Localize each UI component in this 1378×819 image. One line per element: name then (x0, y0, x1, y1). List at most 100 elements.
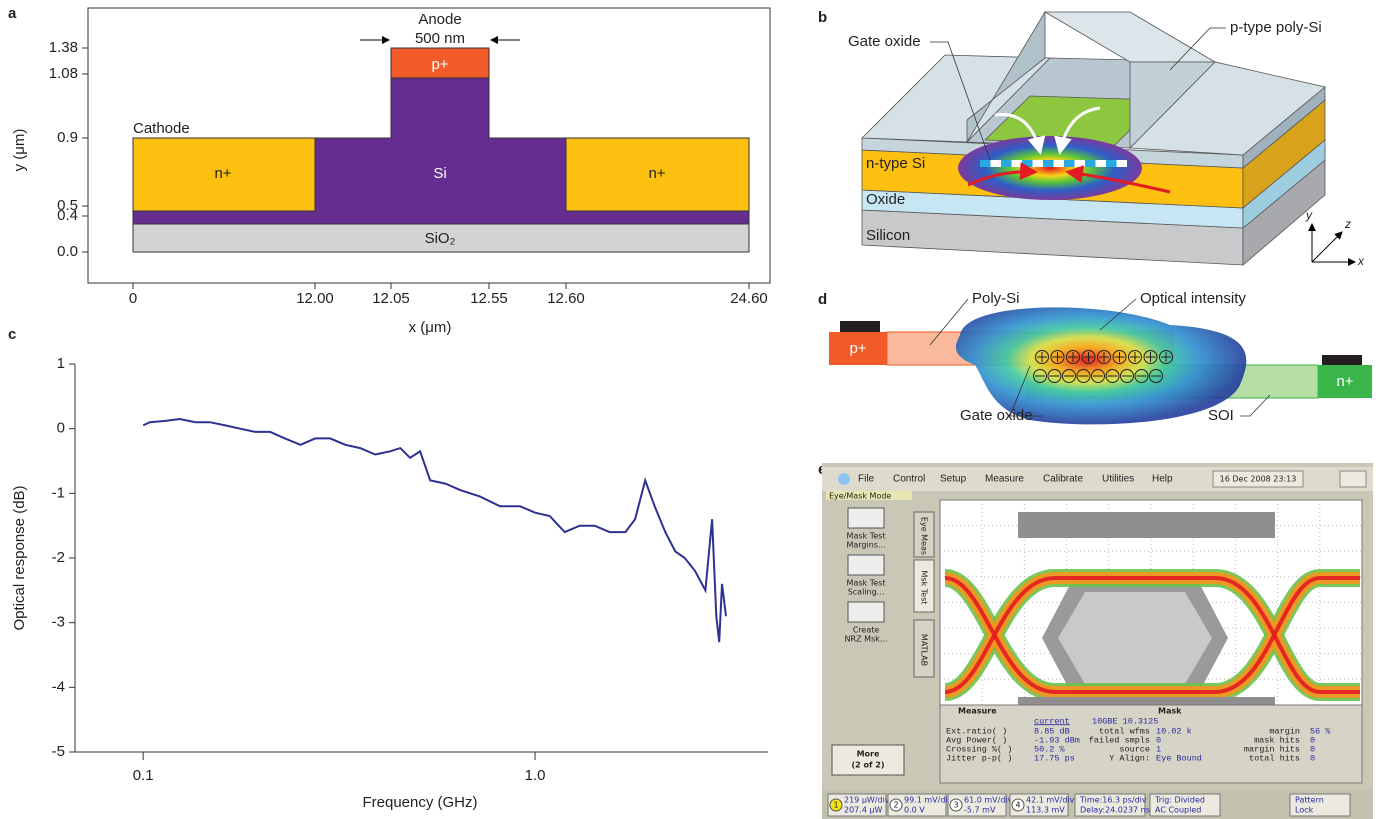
x-tick-label: 12.00 (296, 290, 334, 307)
gate-oxide-segment (991, 160, 1002, 167)
table-cell: Jitter p-p( ) (946, 753, 1012, 763)
layer-label: Silicon (866, 227, 910, 244)
table-cell: 0 (1310, 753, 1315, 763)
gate-oxide-segment (1054, 160, 1065, 167)
datetime: 16 Dec 2008 23:13 (1220, 475, 1297, 484)
button-label: Create (853, 626, 880, 635)
channel-offset: 113.3 mV (1026, 806, 1065, 815)
menu-item[interactable]: Setup (940, 474, 967, 485)
menu-item[interactable]: File (858, 474, 875, 485)
button-icon[interactable] (848, 508, 884, 528)
channel-scale: 219 µW/div (844, 796, 890, 805)
contact (1322, 355, 1362, 365)
status-text: Delay:24.0237 ns (1080, 806, 1150, 815)
axis-letter: z (1344, 217, 1351, 231)
y-tick-label: -2 (52, 549, 65, 566)
menu-item[interactable]: Utilities (1102, 474, 1134, 485)
ridge-top (1045, 12, 1215, 62)
gate-oxide-segment (1117, 160, 1128, 167)
callout-label: Gate oxide (848, 33, 921, 50)
x-tick-label: 1.0 (525, 767, 546, 784)
panel-label: d (818, 291, 827, 308)
channel-offset: -5.7 mV (964, 806, 996, 815)
body: abcde1.381.080.90.50.40.0012.0012.0512.5… (0, 0, 1378, 819)
minimize (1340, 471, 1366, 487)
region-label: Anode (418, 11, 461, 28)
menu-item[interactable]: Measure (985, 474, 1024, 485)
button-label: (2 of 2) (852, 761, 885, 770)
x-tick-label: 24.60 (730, 290, 768, 307)
region-label: p+ (431, 56, 448, 73)
button-label: Mask Test (847, 579, 886, 588)
y-tick-label: 1.08 (49, 65, 78, 82)
status-text: Lock (1295, 806, 1314, 815)
axis-label: Frequency (GHz) (362, 794, 477, 811)
region-label: 500 nm (415, 30, 465, 47)
menu-item[interactable]: Calibrate (1043, 474, 1083, 485)
gate-oxide-segment (1043, 160, 1054, 167)
callout-label: Gate oxide (960, 407, 1033, 424)
axis-z (1312, 232, 1342, 262)
tab-label: Eye Meas (920, 517, 929, 555)
channel-number: 1 (833, 801, 838, 810)
y-tick-label: 0.4 (57, 207, 78, 224)
y-tick-label: 1 (57, 355, 65, 372)
gate-oxide-segment (1075, 160, 1086, 167)
button-icon[interactable] (848, 602, 884, 622)
panel-label: b (818, 9, 827, 26)
contact (840, 321, 880, 332)
status-text: Pattern (1295, 796, 1324, 805)
y-tick-label: -5 (52, 743, 65, 760)
x-tick-label: 12.55 (470, 290, 508, 307)
gate-oxide-segment (1096, 160, 1107, 167)
button-label: NRZ Msk... (845, 635, 888, 644)
region-label: n+ (214, 165, 231, 182)
gate-oxide-segment (1012, 160, 1023, 167)
axis-letter: y (1305, 208, 1313, 222)
figure: abcde1.381.080.90.50.40.0012.0012.0512.5… (0, 0, 1378, 819)
status-text: AC Coupled (1155, 806, 1201, 815)
callout-label: SOI (1208, 407, 1234, 424)
region-label: SiO₂ (425, 230, 456, 247)
button-label: More (857, 750, 880, 759)
layer-label: n-type Si (866, 155, 925, 172)
y-tick-label: -4 (52, 678, 65, 695)
layer-label: Oxide (866, 191, 905, 208)
channel-offset: 207.4 µW (844, 806, 883, 815)
button-icon[interactable] (848, 555, 884, 575)
gate-oxide-segment (1001, 160, 1012, 167)
menu-item[interactable]: Control (893, 474, 925, 485)
channel-scale: 42.1 mV/div (1026, 796, 1075, 805)
page: Figure {"panel_labels": ["a", "b", "c", … (0, 0, 1378, 819)
x-tick-label: 12.60 (547, 290, 585, 307)
gate-oxide-segment (1064, 160, 1075, 167)
table-cell: 17.75 ps (1034, 753, 1075, 763)
mode-label: Eye/Mask Mode (829, 492, 891, 501)
gate-oxide-segment (1033, 160, 1044, 167)
region-label: p+ (849, 340, 866, 357)
table-header: 10GBE 10.3125 (1092, 716, 1158, 726)
x-tick-label: 0.1 (133, 767, 154, 784)
gate-oxide-segment (1022, 160, 1033, 167)
y-tick-label: 0 (57, 420, 65, 437)
y-tick-label: 1.38 (49, 39, 78, 56)
x-tick-label: 12.05 (372, 290, 410, 307)
axis-label: y (μm) (11, 129, 28, 172)
table-header: current (1034, 716, 1070, 726)
menu-item[interactable]: Help (1152, 474, 1173, 485)
channel-scale: 99.1 mV/div (904, 796, 953, 805)
table-cell: total hits (1249, 753, 1300, 763)
table-cell: Eye Bound (1156, 753, 1202, 763)
mask-bottom (1018, 697, 1275, 705)
button-label: Scaling... (848, 588, 885, 597)
y-tick-label: 0.0 (57, 243, 78, 260)
button-label: Mask Test (847, 532, 886, 541)
x-tick-label: 0 (129, 290, 137, 307)
y-tick-label: -3 (52, 614, 65, 631)
status-text: Trig: Divided (1154, 796, 1205, 805)
callout-label: p-type poly-Si (1230, 19, 1322, 36)
table-tab: Measure (958, 707, 997, 716)
mask-inner (1058, 592, 1212, 684)
callout-label: Poly-Si (972, 290, 1020, 307)
gate-oxide-segment (1085, 160, 1096, 167)
